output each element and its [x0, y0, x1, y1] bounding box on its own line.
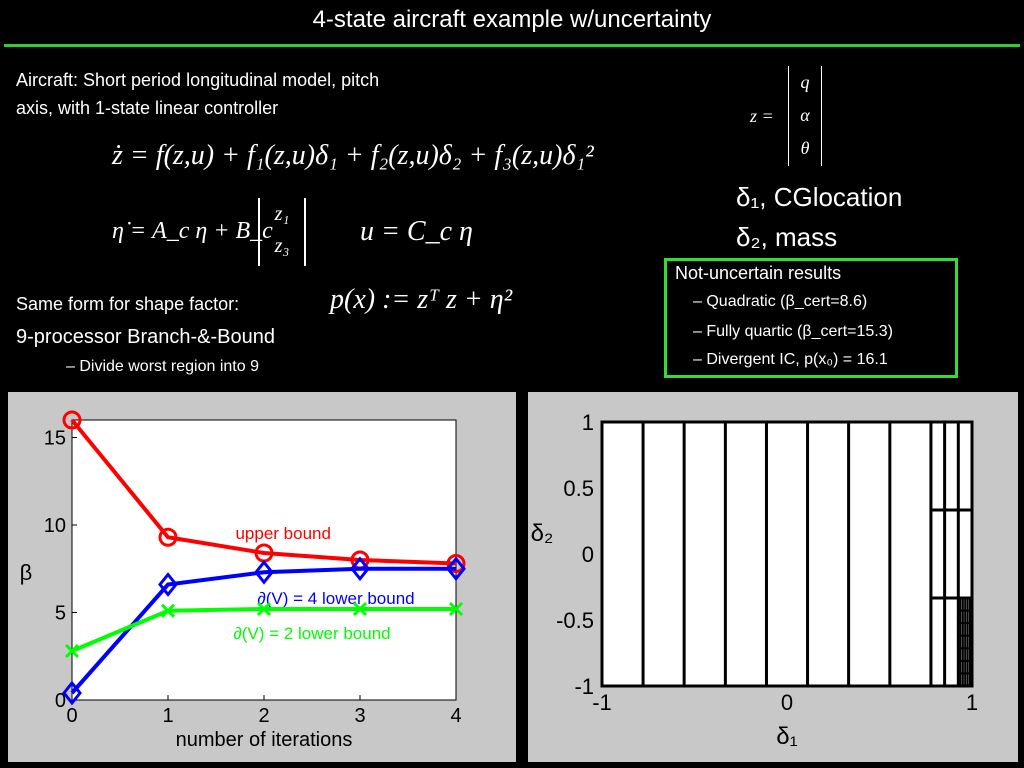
y-tick-label: 15: [44, 428, 66, 450]
title-divider: [4, 44, 1020, 47]
results-box: Not-uncertain results – Quadratic (β_cer…: [664, 258, 958, 378]
data-point-circle: [158, 527, 178, 547]
y-tick-label: 1: [582, 410, 594, 435]
data-point-diamond: [158, 572, 178, 597]
y-axis-label: δ₂: [531, 520, 554, 547]
slide-title: 4-state aircraft example w/uncertainty: [312, 6, 712, 33]
x-axis-label: δ₁: [776, 723, 797, 750]
series-label: ∂(V) = 4 lower bound: [257, 589, 414, 608]
branch-and-bound-text: 9-processor Branch-&-Bound: [16, 326, 276, 348]
partition-chart-panel: -1 -0.5 0 0.5 1 -1 0 1 δ₁ δ₂: [528, 392, 1018, 762]
partition-chart: -1 -0.5 0 0.5 1 -1 0 1 δ₁ δ₂: [531, 410, 978, 750]
data-point-x: [64, 643, 80, 659]
data-point-diamond: [62, 680, 82, 706]
series-label: upper bound: [235, 524, 330, 543]
branch-and-bound-subitem: – Divide worst region into 9: [66, 358, 259, 375]
delta2-label: δ₂, mass: [736, 222, 838, 252]
data-point-x: [160, 603, 176, 618]
shape-factor-text: Same form for shape factor:: [16, 294, 240, 314]
z-state-vector: q α θ: [788, 66, 822, 166]
x-tick-label: 1: [966, 690, 978, 715]
controller-state-vector: z₁ z₃: [258, 198, 306, 266]
plot-area: [600, 420, 974, 688]
vector-entry-alpha: α: [800, 105, 810, 125]
data-point-x: [448, 601, 464, 617]
data-point-circle: [62, 410, 82, 430]
vector-entry-q: q: [800, 72, 810, 92]
data-point-diamond: [254, 559, 274, 585]
results-item-divergent: – Divergent IC, p(x₀) = 16.1: [693, 351, 888, 368]
intro-line-1: Aircraft: Short period longitudinal mode…: [16, 70, 380, 90]
z-definition-lhs: z =: [750, 106, 774, 126]
x-tick-label: 0: [66, 705, 77, 727]
control-law-equation: u = C_c η: [360, 216, 473, 247]
line-chart-panel: 0 5 10 15 0 1 2 3 4 number of iterations β upper bo…: [8, 392, 516, 762]
y-axis-label: β: [20, 560, 33, 585]
controller-equation: η̇ = A_c η + B_c: [112, 218, 273, 244]
y-tick-label: 10: [44, 515, 66, 537]
y-tick-label: 0: [582, 542, 594, 567]
data-point-diamond: [446, 556, 466, 582]
dynamics-equation: ż = f(z,u) + f₁(z,u)δ₁ + f₂(z,u)δ₂ + f₃(…: [112, 140, 594, 171]
line-chart: 0 5 10 15 0 1 2 3 4 number of iterations β upper bo…: [20, 410, 466, 751]
x-tick-label: 2: [258, 705, 269, 727]
intro-line-2: axis, with 1-state linear controller: [16, 98, 279, 118]
data-point-circle: [446, 554, 466, 573]
series-label: ∂(V) = 2 lower bound: [233, 624, 390, 643]
y-tick-label: 5: [55, 603, 66, 625]
series-line: [70, 566, 456, 695]
results-item-quadratic: – Quadratic (β_cert=8.6): [693, 293, 868, 310]
vector-entry-theta: θ: [800, 138, 810, 158]
y-tick-label: 0.5: [563, 476, 594, 501]
x-tick-label: 0: [781, 690, 793, 715]
x-axis-label: number of iterations: [176, 729, 353, 751]
y-tick-label: -0.5: [556, 608, 594, 633]
vector-entry-z3: z₃: [274, 235, 290, 257]
vector-entry-z1: z₁: [274, 203, 290, 225]
results-item-quartic: – Fully quartic (β_cert=15.3): [693, 323, 893, 340]
x-tick-label: 1: [162, 705, 173, 727]
x-tick-label: 4: [450, 705, 461, 727]
x-tick-label: -1: [592, 690, 612, 715]
x-tick-label: 3: [354, 705, 365, 727]
data-point-x: [256, 601, 272, 617]
data-point-x: [352, 601, 368, 617]
delta1-label: δ₁, CGlocation: [736, 182, 903, 212]
y-tick-label: -1: [574, 674, 594, 699]
data-point-diamond: [350, 556, 370, 582]
series-line: [70, 418, 457, 566]
shape-factor-equation: p(x) := zᵀ z + η²: [330, 284, 513, 315]
results-heading: Not-uncertain results: [675, 263, 842, 283]
y-tick-label: 0: [55, 690, 66, 712]
